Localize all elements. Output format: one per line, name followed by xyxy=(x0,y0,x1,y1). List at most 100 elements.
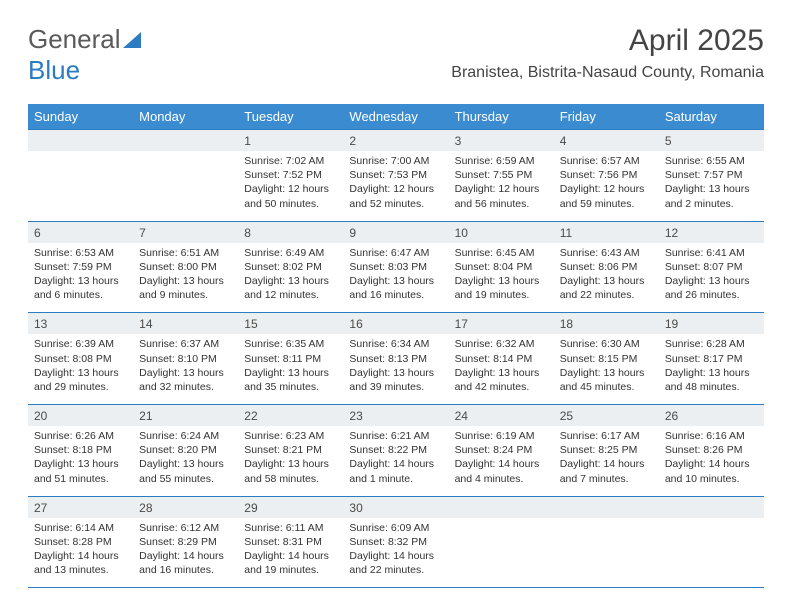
sunset-text: Sunset: 8:29 PM xyxy=(139,535,232,549)
day-body: Sunrise: 6:32 AMSunset: 8:14 PMDaylight:… xyxy=(449,334,554,404)
day-number: 1 xyxy=(238,130,343,151)
week-row: 6Sunrise: 6:53 AMSunset: 7:59 PMDaylight… xyxy=(28,221,764,313)
sunrise-text: Sunrise: 6:47 AM xyxy=(349,246,442,260)
sunrise-text: Sunrise: 6:26 AM xyxy=(34,429,127,443)
sunset-text: Sunset: 7:57 PM xyxy=(665,168,758,182)
daylight-text: Daylight: 14 hours and 1 minute. xyxy=(349,457,442,485)
logo-text-general: General xyxy=(28,24,121,54)
day-body xyxy=(133,151,238,215)
sunset-text: Sunset: 8:13 PM xyxy=(349,352,442,366)
sunrise-text: Sunrise: 6:34 AM xyxy=(349,337,442,351)
day-cell: 14Sunrise: 6:37 AMSunset: 8:10 PMDayligh… xyxy=(133,313,238,405)
day-number: 18 xyxy=(554,313,659,334)
daylight-text: Daylight: 13 hours and 48 minutes. xyxy=(665,366,758,394)
sunset-text: Sunset: 8:18 PM xyxy=(34,443,127,457)
sunset-text: Sunset: 8:07 PM xyxy=(665,260,758,274)
day-cell: 20Sunrise: 6:26 AMSunset: 8:18 PMDayligh… xyxy=(28,405,133,497)
sunset-text: Sunset: 8:21 PM xyxy=(244,443,337,457)
daylight-text: Daylight: 13 hours and 55 minutes. xyxy=(139,457,232,485)
sunrise-text: Sunrise: 6:45 AM xyxy=(455,246,548,260)
daylight-text: Daylight: 14 hours and 4 minutes. xyxy=(455,457,548,485)
day-body: Sunrise: 6:23 AMSunset: 8:21 PMDaylight:… xyxy=(238,426,343,496)
day-number: 29 xyxy=(238,497,343,518)
daylight-text: Daylight: 12 hours and 50 minutes. xyxy=(244,182,337,210)
day-cell: 27Sunrise: 6:14 AMSunset: 8:28 PMDayligh… xyxy=(28,496,133,588)
sunset-text: Sunset: 8:24 PM xyxy=(455,443,548,457)
day-body: Sunrise: 6:59 AMSunset: 7:55 PMDaylight:… xyxy=(449,151,554,221)
sunset-text: Sunset: 7:53 PM xyxy=(349,168,442,182)
day-number: 15 xyxy=(238,313,343,334)
daylight-text: Daylight: 13 hours and 2 minutes. xyxy=(665,182,758,210)
sunrise-text: Sunrise: 6:43 AM xyxy=(560,246,653,260)
day-number xyxy=(659,497,764,518)
day-number: 11 xyxy=(554,222,659,243)
sunrise-text: Sunrise: 6:57 AM xyxy=(560,154,653,168)
day-cell xyxy=(449,496,554,588)
day-body: Sunrise: 6:16 AMSunset: 8:26 PMDaylight:… xyxy=(659,426,764,496)
day-cell: 3Sunrise: 6:59 AMSunset: 7:55 PMDaylight… xyxy=(449,130,554,222)
day-cell: 25Sunrise: 6:17 AMSunset: 8:25 PMDayligh… xyxy=(554,405,659,497)
sunrise-text: Sunrise: 6:37 AM xyxy=(139,337,232,351)
sunset-text: Sunset: 8:02 PM xyxy=(244,260,337,274)
day-cell: 1Sunrise: 7:02 AMSunset: 7:52 PMDaylight… xyxy=(238,130,343,222)
sunset-text: Sunset: 8:11 PM xyxy=(244,352,337,366)
sunset-text: Sunset: 8:22 PM xyxy=(349,443,442,457)
day-number: 20 xyxy=(28,405,133,426)
day-number: 27 xyxy=(28,497,133,518)
daylight-text: Daylight: 13 hours and 32 minutes. xyxy=(139,366,232,394)
day-body xyxy=(28,151,133,215)
day-number: 17 xyxy=(449,313,554,334)
logo-sail-icon xyxy=(123,32,141,48)
sunset-text: Sunset: 7:52 PM xyxy=(244,168,337,182)
sunrise-text: Sunrise: 6:53 AM xyxy=(34,246,127,260)
day-cell: 23Sunrise: 6:21 AMSunset: 8:22 PMDayligh… xyxy=(343,405,448,497)
daylight-text: Daylight: 13 hours and 26 minutes. xyxy=(665,274,758,302)
day-body: Sunrise: 6:19 AMSunset: 8:24 PMDaylight:… xyxy=(449,426,554,496)
dayhead-fri: Friday xyxy=(554,104,659,130)
day-number: 7 xyxy=(133,222,238,243)
sunrise-text: Sunrise: 6:23 AM xyxy=(244,429,337,443)
sunset-text: Sunset: 8:32 PM xyxy=(349,535,442,549)
day-body: Sunrise: 6:53 AMSunset: 7:59 PMDaylight:… xyxy=(28,243,133,313)
sunrise-text: Sunrise: 6:24 AM xyxy=(139,429,232,443)
day-body: Sunrise: 6:37 AMSunset: 8:10 PMDaylight:… xyxy=(133,334,238,404)
daylight-text: Daylight: 13 hours and 51 minutes. xyxy=(34,457,127,485)
sunrise-text: Sunrise: 6:16 AM xyxy=(665,429,758,443)
dayhead-mon: Monday xyxy=(133,104,238,130)
daylight-text: Daylight: 14 hours and 7 minutes. xyxy=(560,457,653,485)
sunset-text: Sunset: 8:08 PM xyxy=(34,352,127,366)
sunset-text: Sunset: 8:31 PM xyxy=(244,535,337,549)
day-cell: 21Sunrise: 6:24 AMSunset: 8:20 PMDayligh… xyxy=(133,405,238,497)
day-body: Sunrise: 6:30 AMSunset: 8:15 PMDaylight:… xyxy=(554,334,659,404)
day-number: 23 xyxy=(343,405,448,426)
day-body: Sunrise: 6:21 AMSunset: 8:22 PMDaylight:… xyxy=(343,426,448,496)
dayhead-sun: Sunday xyxy=(28,104,133,130)
week-row: 20Sunrise: 6:26 AMSunset: 8:18 PMDayligh… xyxy=(28,405,764,497)
day-number: 16 xyxy=(343,313,448,334)
day-cell: 28Sunrise: 6:12 AMSunset: 8:29 PMDayligh… xyxy=(133,496,238,588)
day-number: 9 xyxy=(343,222,448,243)
day-cell: 6Sunrise: 6:53 AMSunset: 7:59 PMDaylight… xyxy=(28,221,133,313)
day-number: 22 xyxy=(238,405,343,426)
day-cell: 10Sunrise: 6:45 AMSunset: 8:04 PMDayligh… xyxy=(449,221,554,313)
sunrise-text: Sunrise: 6:14 AM xyxy=(34,521,127,535)
day-body: Sunrise: 6:26 AMSunset: 8:18 PMDaylight:… xyxy=(28,426,133,496)
day-cell: 22Sunrise: 6:23 AMSunset: 8:21 PMDayligh… xyxy=(238,405,343,497)
daylight-text: Daylight: 13 hours and 29 minutes. xyxy=(34,366,127,394)
day-cell: 7Sunrise: 6:51 AMSunset: 8:00 PMDaylight… xyxy=(133,221,238,313)
sunset-text: Sunset: 7:59 PM xyxy=(34,260,127,274)
day-number: 12 xyxy=(659,222,764,243)
day-number: 13 xyxy=(28,313,133,334)
day-cell: 2Sunrise: 7:00 AMSunset: 7:53 PMDaylight… xyxy=(343,130,448,222)
title-block: April 2025 Branistea, Bistrita-Nasaud Co… xyxy=(451,24,764,82)
day-number: 10 xyxy=(449,222,554,243)
sunrise-text: Sunrise: 6:30 AM xyxy=(560,337,653,351)
daylight-text: Daylight: 13 hours and 16 minutes. xyxy=(349,274,442,302)
daylight-text: Daylight: 14 hours and 13 minutes. xyxy=(34,549,127,577)
sunrise-text: Sunrise: 6:11 AM xyxy=(244,521,337,535)
day-body: Sunrise: 6:49 AMSunset: 8:02 PMDaylight:… xyxy=(238,243,343,313)
day-body: Sunrise: 6:34 AMSunset: 8:13 PMDaylight:… xyxy=(343,334,448,404)
day-cell xyxy=(554,496,659,588)
sunset-text: Sunset: 8:00 PM xyxy=(139,260,232,274)
daylight-text: Daylight: 13 hours and 39 minutes. xyxy=(349,366,442,394)
